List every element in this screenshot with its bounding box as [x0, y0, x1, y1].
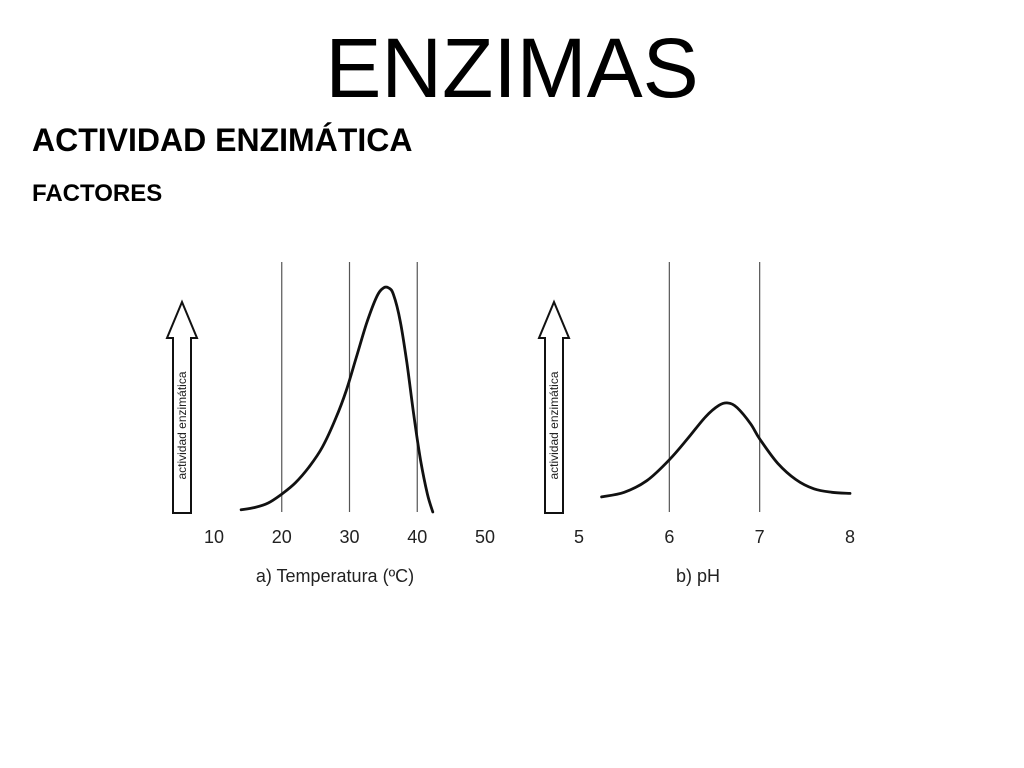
temperature-chart: actividad enzimática 10 20 30 40 50 a) Tempera…: [165, 262, 495, 586]
ph-axis-caption: b) pH: [676, 566, 720, 586]
ph-y-axis-arrow-icon: [537, 299, 571, 514]
ph-x-tick-label: 7: [755, 527, 765, 547]
ph-chart: actividad enzimática 5 6 7 8 b) pH: [537, 262, 855, 586]
ph-x-tick-label: 6: [664, 527, 674, 547]
temperature-x-tick-label: 50: [475, 527, 495, 547]
temperature-axis-caption: a) Temperatura (ºC): [256, 566, 414, 586]
temperature-x-tick-label: 30: [339, 527, 359, 547]
temperature-x-tick-label: 20: [272, 527, 292, 547]
temperature-y-axis-label: actividad enzimática: [175, 371, 189, 479]
ph-x-tick-label: 5: [574, 527, 584, 547]
slide-subtitle: ACTIVIDAD ENZIMÁTICA: [32, 122, 413, 158]
temperature-x-tick-label: 10: [204, 527, 224, 547]
ph-activity-curve: [600, 401, 852, 499]
ph-x-tick-label: 8: [845, 527, 855, 547]
temperature-x-tick-label: 40: [407, 527, 427, 547]
temperature-activity-curve: [239, 285, 435, 514]
temperature-y-axis-arrow-icon: [165, 299, 199, 514]
section-heading: FACTORES: [32, 180, 163, 207]
slide-title: ENZIMAS: [325, 21, 699, 115]
ph-y-axis-label: actividad enzimática: [547, 371, 561, 479]
